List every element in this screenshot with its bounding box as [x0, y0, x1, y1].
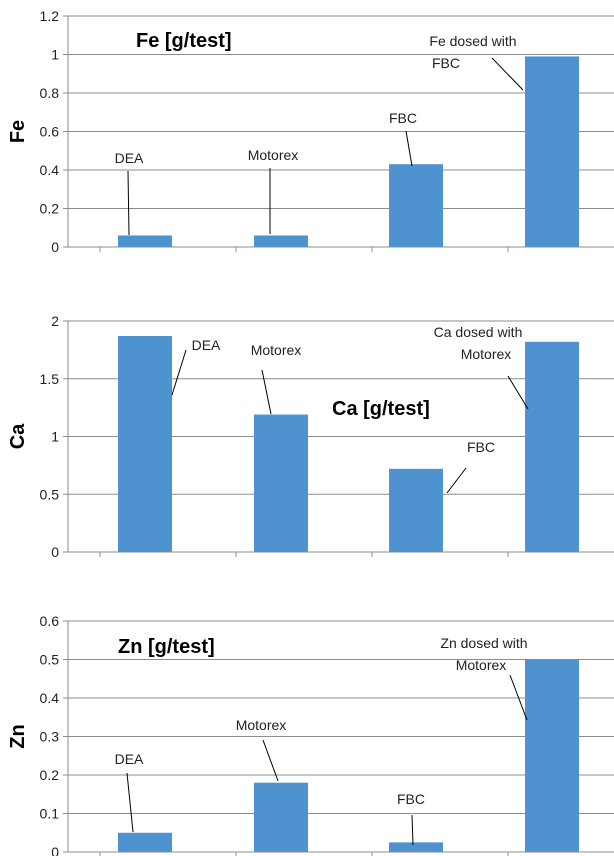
leader-line: [126, 772, 134, 833]
y-tick-label: 0.4: [40, 690, 60, 706]
y-tick-label: 0: [51, 239, 59, 255]
bar-annotation: FBC: [397, 791, 425, 807]
leader-line: [405, 130, 413, 167]
bar-annotation: FBC: [389, 110, 417, 126]
y-tick-label: 0.4: [40, 162, 60, 178]
y-tick-label: 0.6: [40, 124, 60, 140]
leader-line: [446, 467, 467, 494]
annotation-line: Motorex: [461, 346, 512, 362]
bar-annotation: Ca dosed with Motorex: [434, 324, 523, 362]
y-axis-label: Ca: [7, 423, 29, 449]
bar-dea: [118, 832, 172, 852]
y-tick-label: 1: [51, 47, 59, 63]
y-tick-label: 0.2: [40, 767, 60, 783]
leader-line: [262, 739, 279, 782]
chart-title: Ca [g/test]: [332, 398, 430, 420]
annotation-line: FBC: [397, 791, 425, 807]
y-tick-label: 0.5: [40, 486, 60, 502]
bar-annotation: Motorex: [236, 717, 287, 733]
annotation-line: Fe dosed with: [429, 33, 516, 49]
y-tick-label: 0.3: [40, 729, 60, 745]
bar-fbc: [389, 164, 443, 247]
annotation-line: Motorex: [456, 657, 507, 673]
leader-line: [509, 674, 528, 721]
bar-annotation: Zn dosed with Motorex: [440, 635, 527, 673]
y-tick-label: 0.6: [40, 613, 60, 629]
annotation-line: Motorex: [236, 717, 287, 733]
chart-zn: 0 0.1 0.2 0.3 0.4 0.5 0.6 Zn Zn [g/test] DEA Motor…: [7, 613, 614, 856]
annotation-line: Ca dosed with: [434, 324, 523, 340]
annotation-line: DEA: [115, 751, 144, 767]
bar-annotation: FBC: [467, 439, 495, 455]
y-tick-label: 1.5: [40, 371, 60, 387]
bar-annotation: Motorex: [251, 342, 302, 358]
bar-annotation: DEA: [192, 337, 221, 353]
leader-line: [507, 375, 529, 410]
y-axis-label: Fe: [7, 120, 29, 143]
bar-annotation: DEA: [115, 751, 144, 767]
annotation-line: FBC: [432, 55, 460, 71]
y-tick-label: 0.2: [40, 201, 60, 217]
bar-fbc: [525, 56, 579, 247]
annotation-line: Motorex: [248, 147, 299, 163]
bar-motorex: [525, 659, 579, 852]
annotation-line: Motorex: [251, 342, 302, 358]
bar-motorex: [525, 341, 579, 552]
leader-line: [127, 170, 130, 236]
bar-motorex: [254, 235, 308, 247]
annotation-line: FBC: [467, 439, 495, 455]
annotation-line: DEA: [115, 150, 144, 166]
leader-line: [491, 57, 524, 91]
y-tick-label: 0: [51, 844, 59, 856]
y-tick-label: 0: [51, 544, 59, 560]
leader-line: [411, 814, 414, 846]
chart-ca: 0 0.5 1 1.5 2 Ca Ca [g/test] DEA Motorex FBC Ca do…: [7, 313, 614, 560]
bar-motorex: [254, 414, 308, 552]
leader-line: [171, 349, 187, 396]
bar-annotation: Motorex: [248, 147, 299, 163]
bar-dea: [118, 336, 172, 552]
bar-dea: [118, 235, 172, 247]
chart-title: Fe [g/test]: [136, 30, 232, 52]
y-tick-label: 0.8: [40, 85, 60, 101]
chart-title: Zn [g/test]: [118, 636, 215, 658]
y-tick-label: 0.1: [40, 806, 60, 822]
y-tick-label: 1.2: [40, 8, 60, 24]
bar-fbc: [389, 468, 443, 552]
y-tick-label: 2: [51, 313, 59, 329]
annotation-line: FBC: [389, 110, 417, 126]
y-tick-label: 1: [51, 429, 59, 445]
chart-fe: 0 0.2 0.4 0.6 0.8 1 1.2 Fe Fe [g/test] DEA Motorex…: [7, 8, 614, 255]
annotation-line: Zn dosed with: [440, 635, 527, 651]
bar-fbc: [389, 842, 443, 852]
y-axis-label: Zn: [7, 724, 29, 748]
annotation-line: DEA: [192, 337, 221, 353]
y-tick-label: 0.5: [40, 652, 60, 668]
bar-motorex: [254, 782, 308, 852]
bar-annotation: DEA: [115, 150, 144, 166]
bar-annotation: Fe dosed with FBC: [429, 33, 516, 71]
leader-line: [261, 369, 272, 415]
